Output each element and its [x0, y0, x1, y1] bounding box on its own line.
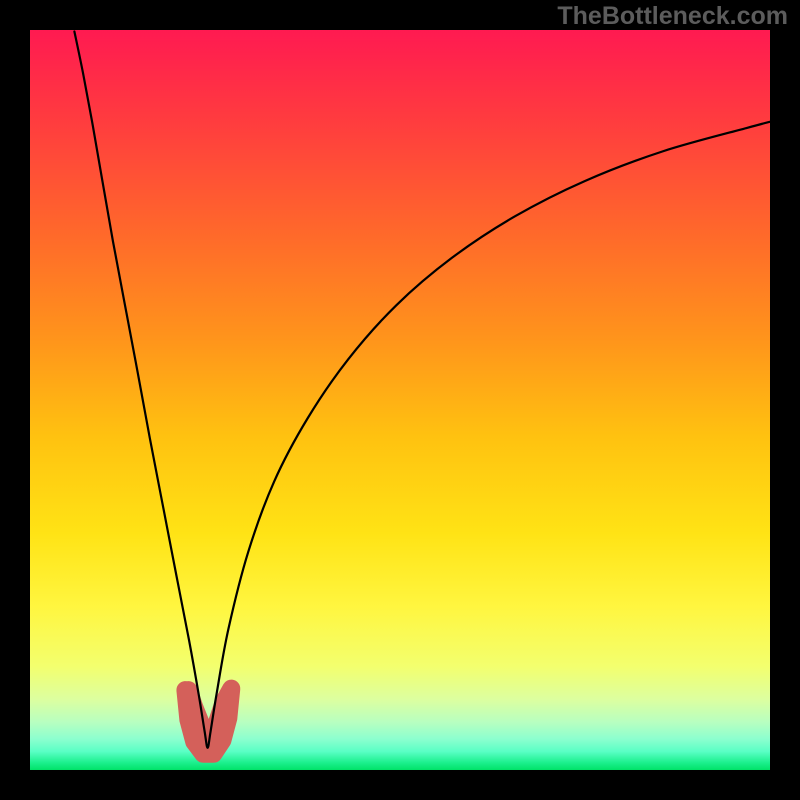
plot-svg [30, 30, 770, 770]
gradient-background [30, 30, 770, 770]
chart-canvas: TheBottleneck.com [0, 0, 800, 800]
watermark-text: TheBottleneck.com [557, 2, 788, 31]
plot-area [30, 30, 770, 770]
